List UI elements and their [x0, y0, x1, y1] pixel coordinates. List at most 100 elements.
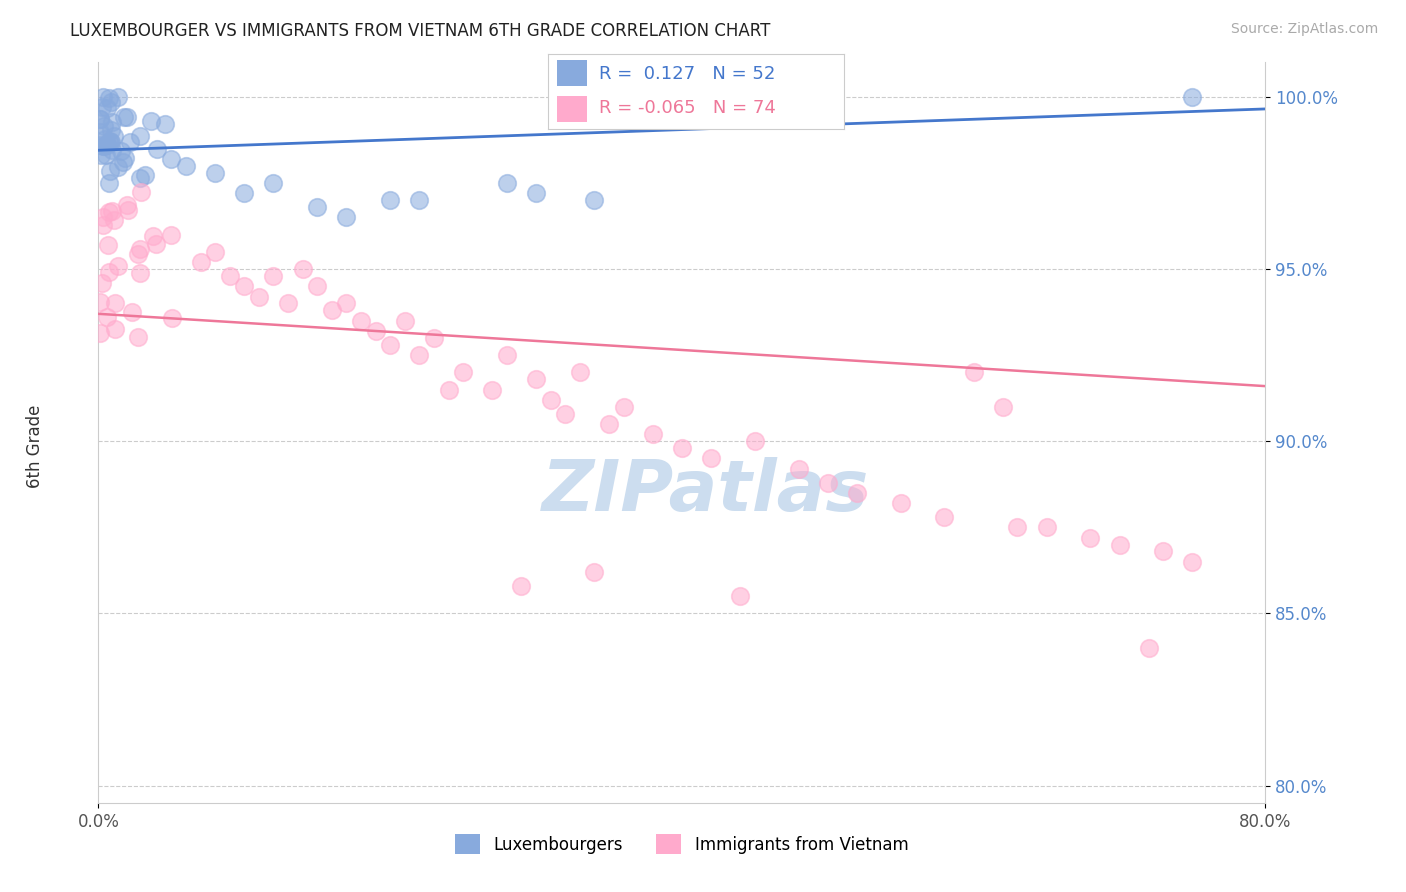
Point: [583, 565, 606, 579]
Point: [218, 268, 240, 283]
Point: [107, 89, 129, 103]
Point: [247, 290, 270, 304]
Point: [115, 198, 138, 212]
Point: [97, 238, 120, 252]
Point: [846, 486, 869, 500]
Legend: Luxembourgers, Immigrants from Vietnam: Luxembourgers, Immigrants from Vietnam: [449, 828, 915, 861]
Point: [408, 193, 430, 207]
Point: [394, 314, 416, 328]
Point: [96, 148, 118, 162]
Point: [524, 186, 547, 201]
Point: [524, 372, 547, 386]
Point: [98, 164, 121, 178]
Point: [1108, 537, 1130, 551]
Point: [146, 142, 169, 156]
Point: [380, 193, 402, 207]
Point: [91, 210, 114, 224]
Point: [598, 417, 620, 431]
Point: [496, 176, 519, 190]
Point: [96, 310, 118, 325]
Point: [129, 129, 152, 144]
Point: [98, 205, 121, 219]
Point: [934, 510, 956, 524]
Point: [115, 110, 138, 124]
Text: Source: ZipAtlas.com: Source: ZipAtlas.com: [1230, 22, 1378, 37]
Point: [510, 579, 533, 593]
Point: [91, 90, 114, 104]
Point: [307, 279, 329, 293]
Point: [90, 148, 112, 162]
Text: 6th Grade: 6th Grade: [27, 404, 44, 488]
Point: [129, 185, 152, 199]
Text: R =  0.127   N = 52: R = 0.127 N = 52: [599, 65, 775, 83]
Point: [233, 279, 256, 293]
Point: [451, 365, 474, 379]
Point: [100, 95, 122, 109]
Point: [1007, 520, 1029, 534]
Point: [107, 160, 129, 174]
Point: [129, 171, 152, 186]
Text: ZIPatlas: ZIPatlas: [541, 458, 869, 526]
Point: [93, 139, 115, 153]
Bar: [557, 96, 586, 122]
Point: [89, 295, 111, 310]
Point: [160, 227, 183, 242]
Point: [730, 589, 752, 603]
Point: [129, 242, 152, 256]
Point: [121, 304, 143, 318]
Point: [568, 365, 591, 379]
Point: [496, 348, 519, 362]
Point: [155, 117, 177, 131]
Point: [117, 202, 139, 217]
Point: [98, 134, 121, 148]
Point: [110, 145, 132, 159]
Point: [890, 496, 912, 510]
Point: [93, 119, 115, 133]
Point: [1181, 90, 1204, 104]
Point: [1152, 544, 1174, 558]
Point: [787, 462, 810, 476]
Point: [612, 400, 634, 414]
Point: [991, 400, 1014, 414]
Point: [671, 441, 693, 455]
Text: R = -0.065   N = 74: R = -0.065 N = 74: [599, 99, 776, 117]
Point: [91, 100, 114, 114]
Point: [408, 348, 430, 362]
Point: [291, 262, 314, 277]
Point: [91, 218, 114, 232]
Point: [94, 132, 117, 146]
Point: [89, 137, 111, 152]
Point: [540, 392, 562, 407]
Point: [204, 244, 226, 259]
Point: [96, 101, 118, 115]
Point: [554, 407, 576, 421]
Point: [101, 115, 124, 129]
Point: [89, 125, 111, 139]
Bar: [557, 61, 586, 87]
Point: [262, 176, 284, 190]
Point: [962, 365, 984, 379]
Point: [190, 255, 212, 269]
Point: [114, 151, 136, 165]
Point: [101, 203, 124, 218]
Point: [335, 211, 357, 225]
Point: [262, 268, 284, 283]
Point: [89, 112, 111, 126]
Point: [145, 236, 167, 251]
Point: [817, 475, 839, 490]
Point: [437, 383, 460, 397]
Point: [364, 324, 387, 338]
Point: [423, 331, 446, 345]
Point: [307, 200, 329, 214]
Point: [104, 322, 127, 336]
Point: [89, 326, 111, 340]
Point: [1035, 520, 1057, 534]
Point: [700, 451, 723, 466]
Point: [107, 259, 129, 273]
Point: [744, 434, 766, 449]
Point: [127, 247, 149, 261]
Point: [98, 91, 121, 105]
Point: [97, 265, 120, 279]
Point: [160, 152, 183, 166]
Point: [233, 186, 256, 201]
